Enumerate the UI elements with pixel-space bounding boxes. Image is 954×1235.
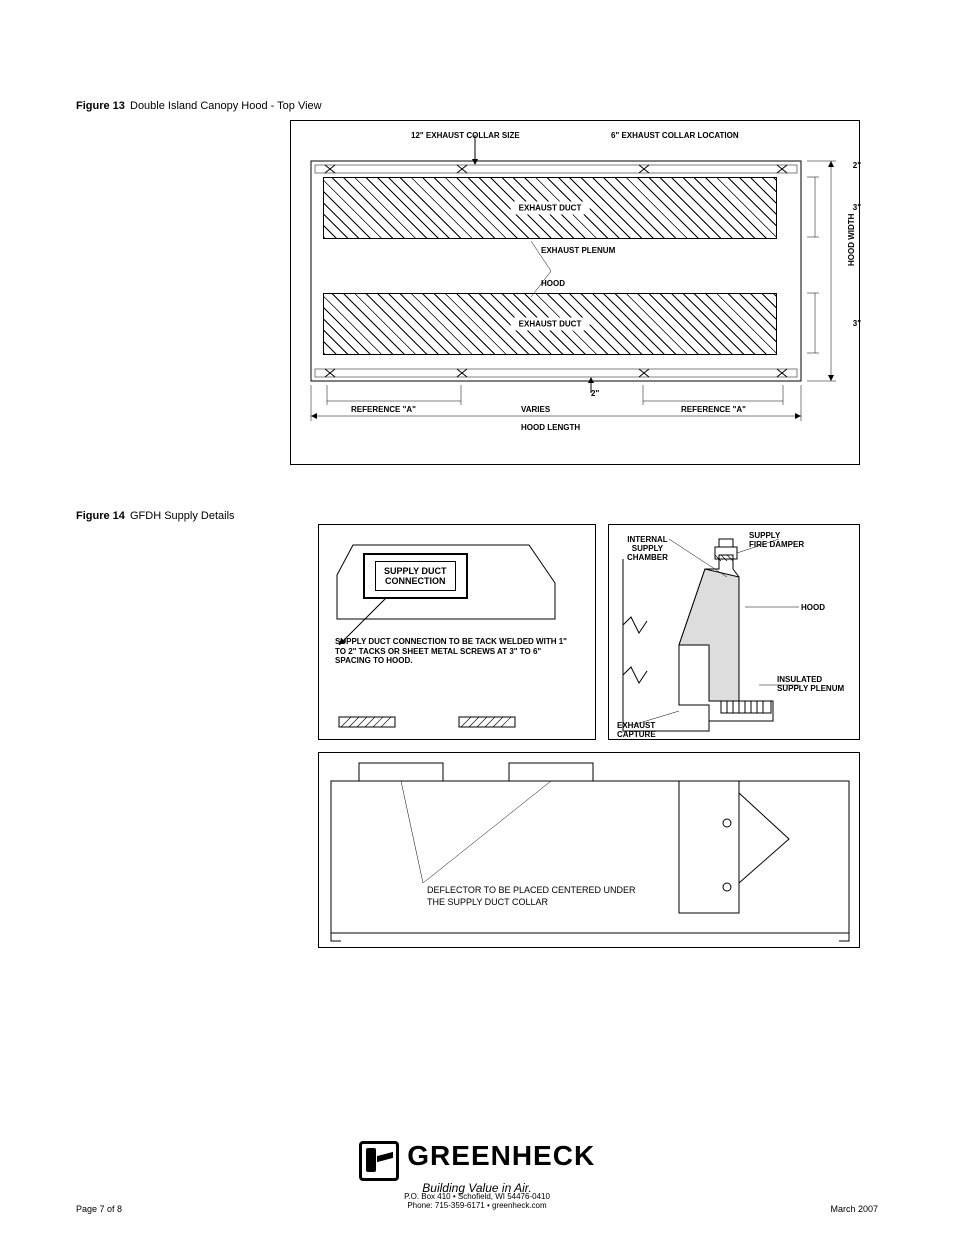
figure14-left-frame: SUPPLY DUCT CONNECTION SUPPLY DUCT CONNE… [318,524,596,740]
exhaust-duct-label: EXHAUST DUCT [511,202,590,215]
hood-label: HOOD [541,279,565,288]
exhaust-plenum-top: EXHAUST DUCT [323,177,777,239]
hood-label-sect: HOOD [801,603,825,612]
internal-supply-chamber-label: INTERNAL SUPPLY CHAMBER [627,535,668,562]
figure13-frame: 12" EXHAUST COLLAR SIZE 6" EXHAUST COLLA… [290,120,860,465]
figure14-right-frame: INTERNAL SUPPLY CHAMBER SUPPLY FIRE DAMP… [608,524,860,740]
insulated-supply-plenum-label: INSULATED SUPPLY PLENUM [777,675,844,693]
hood-length-label: HOOD LENGTH [521,423,580,432]
page: Figure 13 Double Island Canopy Hood - To… [0,0,954,1235]
logo-main: GREENHECK [407,1140,595,1171]
figure14-bottom-frame: DEFLECTOR TO BE PLACED CENTERED UNDER TH… [318,752,860,948]
figure13-title: Double Island Canopy Hood - Top View [130,100,322,112]
three-in-top: 3" [853,203,861,212]
supply-duct-box-inner: SUPPLY DUCT CONNECTION [375,561,456,591]
ref-a-right: REFERENCE "A" [681,405,746,414]
varies-label: VARIES [521,405,550,414]
hood-width-label: HOOD WIDTH [847,214,856,266]
figure14-title: GFDH Supply Details [130,510,235,522]
figure13-heading: Figure 13 [76,100,125,112]
two-in-slot: 2" [591,389,599,398]
two-in-top: 2" [853,161,861,170]
exhaust-plenum-label: EXHAUST PLENUM [541,246,615,255]
supply-duct-label: SUPPLY DUCT CONNECTION [384,566,447,586]
tack-weld-note: SUPPLY DUCT CONNECTION TO BE TACK WELDED… [335,637,575,666]
supply-fire-damper-label: SUPPLY FIRE DAMPER [749,531,804,549]
supply-duct-box: SUPPLY DUCT CONNECTION [363,553,468,599]
logo-block: GREENHECK Building Value in Air. [0,1140,954,1195]
footer-phone: Phone: 715-359-6171 • greenheck.com [407,1201,546,1210]
deflector-note: DEFLECTOR TO BE PLACED CENTERED UNDER TH… [427,885,647,908]
ref-a-left: REFERENCE "A" [351,405,416,414]
figure14-heading: Figure 14 [76,510,125,522]
exhaust-capture-label: EXHAUST CAPTURE [617,721,656,739]
exhaust-plenum-bottom: EXHAUST DUCT [323,293,777,355]
figure14-bottom-svg [319,753,861,949]
three-in-bottom: 3" [853,319,861,328]
exhaust-duct-label-2: EXHAUST DUCT [511,318,590,331]
footer-addr: P.O. Box 410 • Schofield, WI 54476-0410 … [0,1192,954,1210]
greenheck-mark-icon [359,1141,399,1181]
footer-street: P.O. Box 410 • Schofield, WI 54476-0410 [404,1192,550,1201]
